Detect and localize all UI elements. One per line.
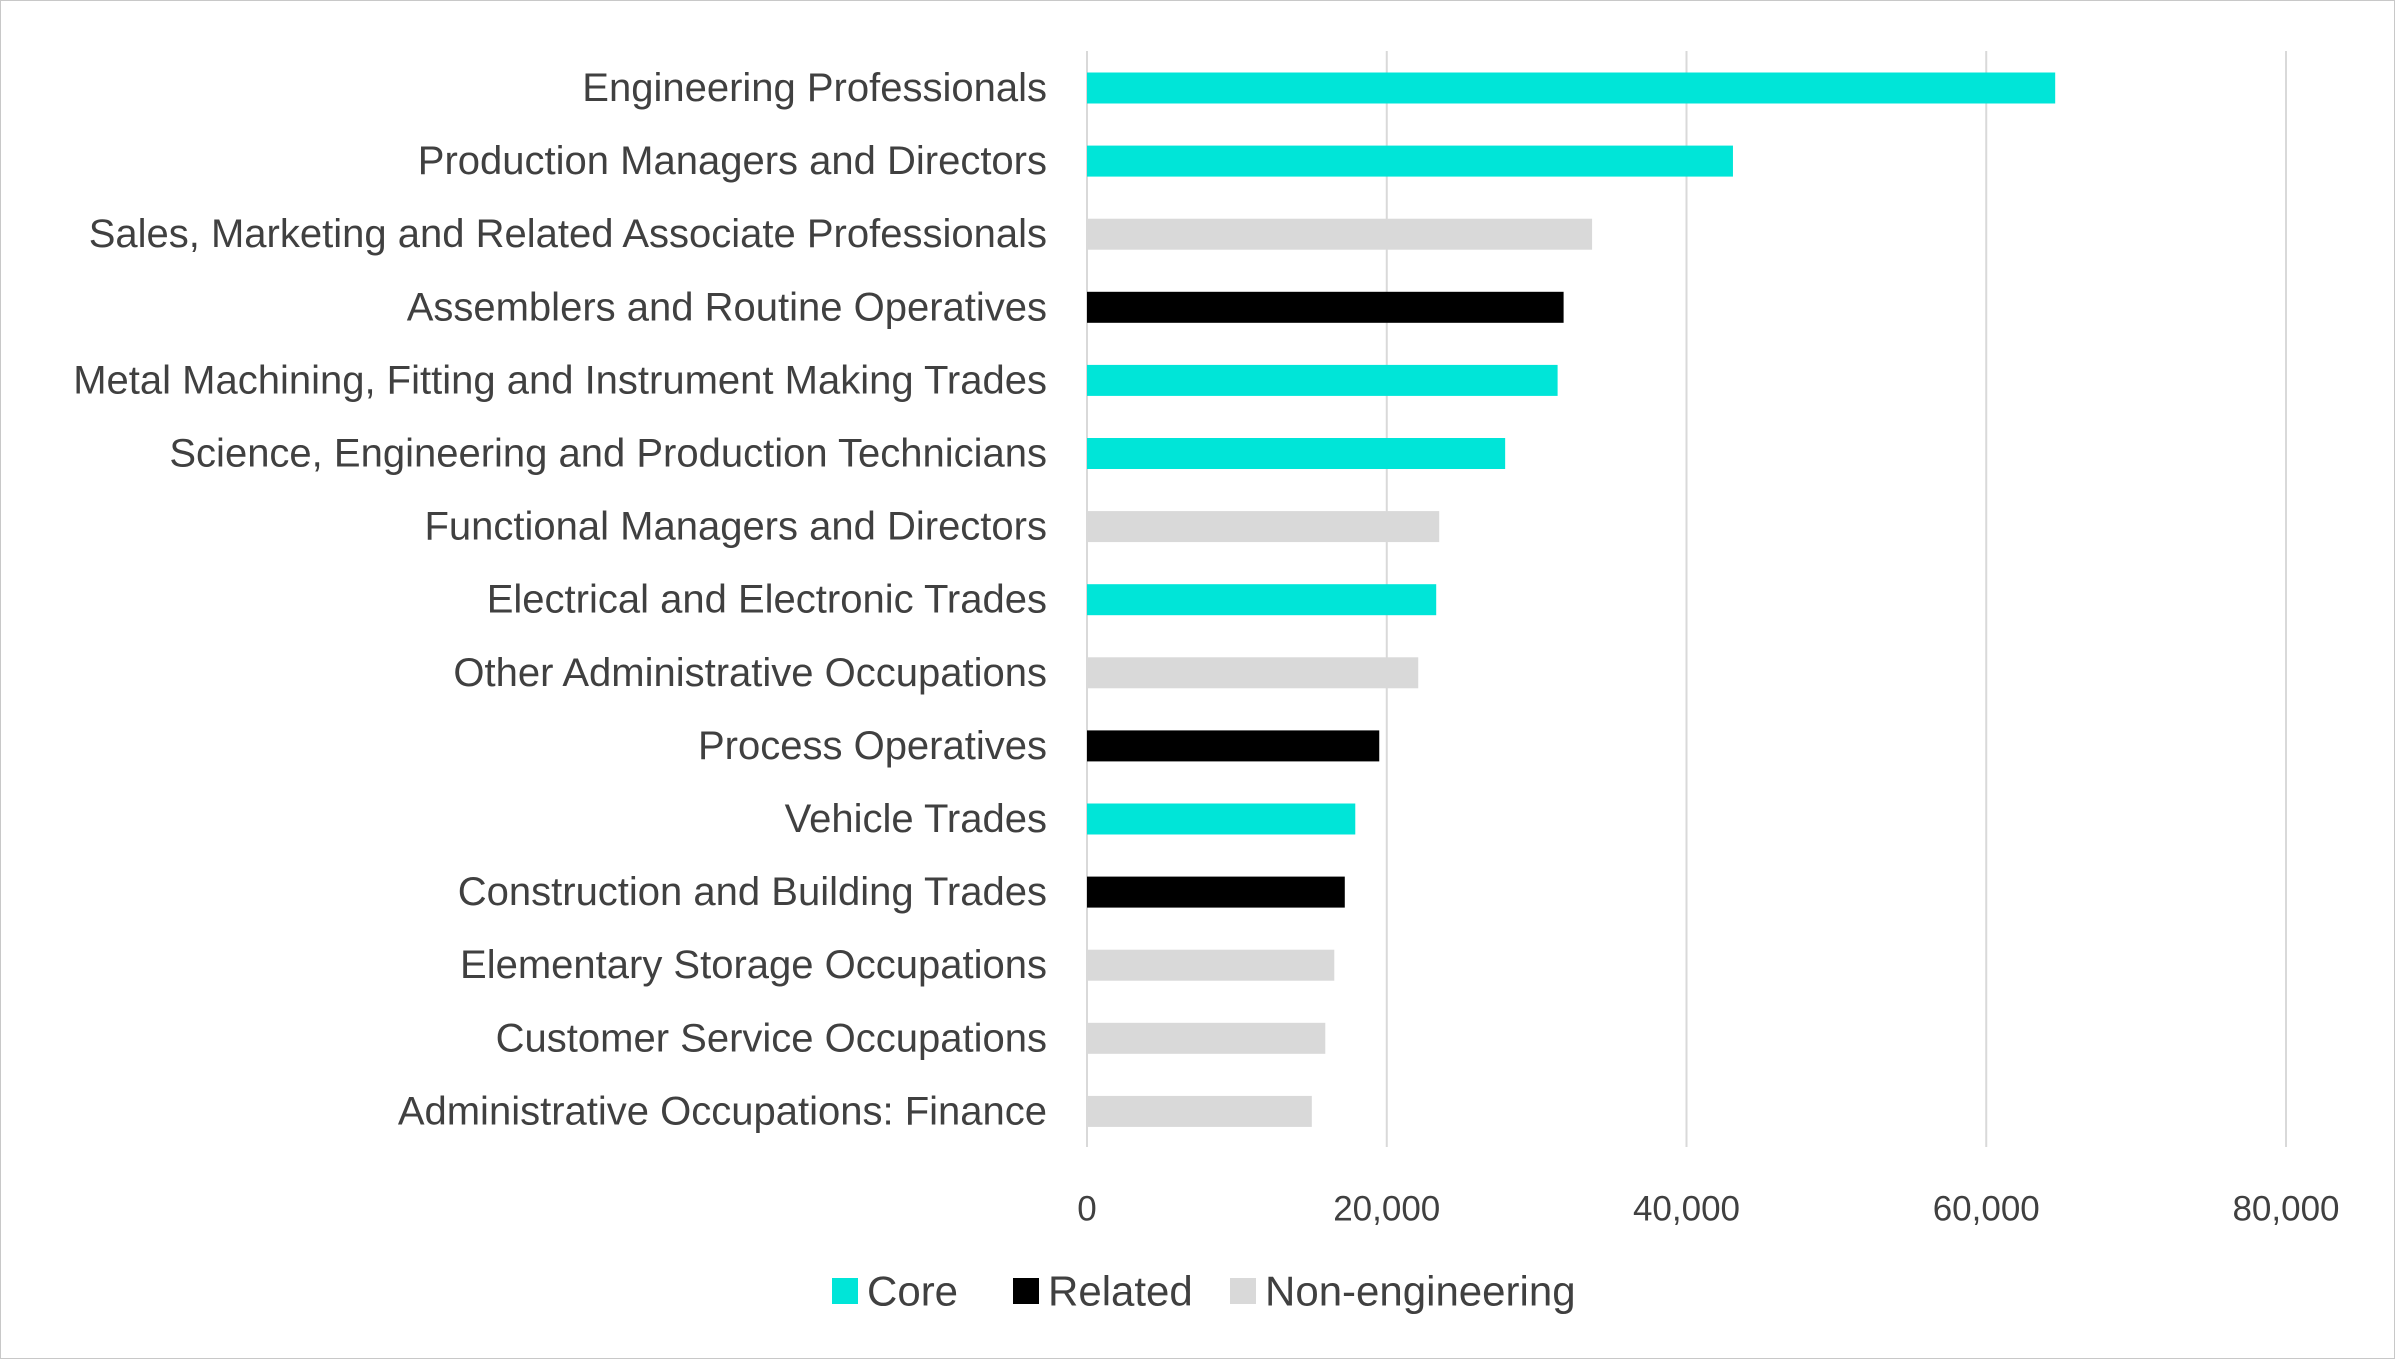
category-label-6: Functional Managers and Directors [424, 505, 1047, 549]
category-label-1: Production Managers and Directors [418, 139, 1047, 183]
legend-label-1: Related [1048, 1268, 1193, 1315]
bar-10 [1087, 803, 1356, 835]
category-label-9: Process Operatives [698, 724, 1047, 768]
category-label-7: Electrical and Electronic Trades [487, 578, 1047, 622]
category-label-14: Administrative Occupations: Finance [398, 1089, 1047, 1133]
legend-label-0: Core [867, 1268, 958, 1315]
category-label-12: Elementary Storage Occupations [460, 943, 1047, 987]
category-labels: Engineering Professionals Production Mana… [73, 66, 1047, 1133]
category-label-2: Sales, Marketing and Related Associate P… [89, 212, 1047, 256]
bar-0 [1087, 72, 2056, 104]
bar-1 [1087, 145, 1733, 177]
legend-label-2: Non-engineering [1265, 1268, 1576, 1315]
category-label-3: Assemblers and Routine Operatives [407, 285, 1047, 329]
bar-11 [1087, 876, 1345, 908]
legend-swatch-2 [1230, 1278, 1256, 1304]
bar-12 [1087, 949, 1335, 981]
legend-swatch-0 [832, 1278, 858, 1304]
bar-5 [1087, 438, 1506, 469]
bar-13 [1087, 1022, 1326, 1054]
bar-8 [1087, 657, 1419, 689]
x-tick-label-3: 60,000 [1933, 1190, 2040, 1229]
bar-9 [1087, 730, 1380, 762]
category-label-4: Metal Machining, Fitting and Instrument … [73, 358, 1047, 402]
bar-7 [1087, 584, 1437, 616]
bar-2 [1087, 218, 1593, 250]
bar-4 [1087, 364, 1558, 396]
category-label-13: Customer Service Occupations [496, 1016, 1047, 1060]
bars [1087, 72, 2056, 1127]
x-tick-label-2: 40,000 [1633, 1190, 1740, 1229]
category-label-8: Other Administrative Occupations [453, 651, 1047, 695]
bar-6 [1087, 511, 1440, 543]
bar-14 [1087, 1095, 1312, 1127]
category-label-5: Science, Engineering and Production Tech… [169, 432, 1047, 476]
x-tick-label-4: 80,000 [2232, 1190, 2339, 1229]
legend-swatch-1 [1013, 1278, 1039, 1304]
x-tick-label-1: 20,000 [1333, 1190, 1440, 1229]
legend: Core Related Non-engineering [832, 1268, 1576, 1315]
x-tick-label-0: 0 [1077, 1190, 1096, 1229]
x-axis-tick-labels: 0 20,000 40,000 60,000 80,000 [1077, 1190, 2339, 1229]
category-label-11: Construction and Building Trades [458, 870, 1047, 914]
category-label-10: Vehicle Trades [785, 797, 1047, 841]
category-label-0: Engineering Professionals [582, 66, 1047, 110]
bar-3 [1087, 291, 1564, 323]
